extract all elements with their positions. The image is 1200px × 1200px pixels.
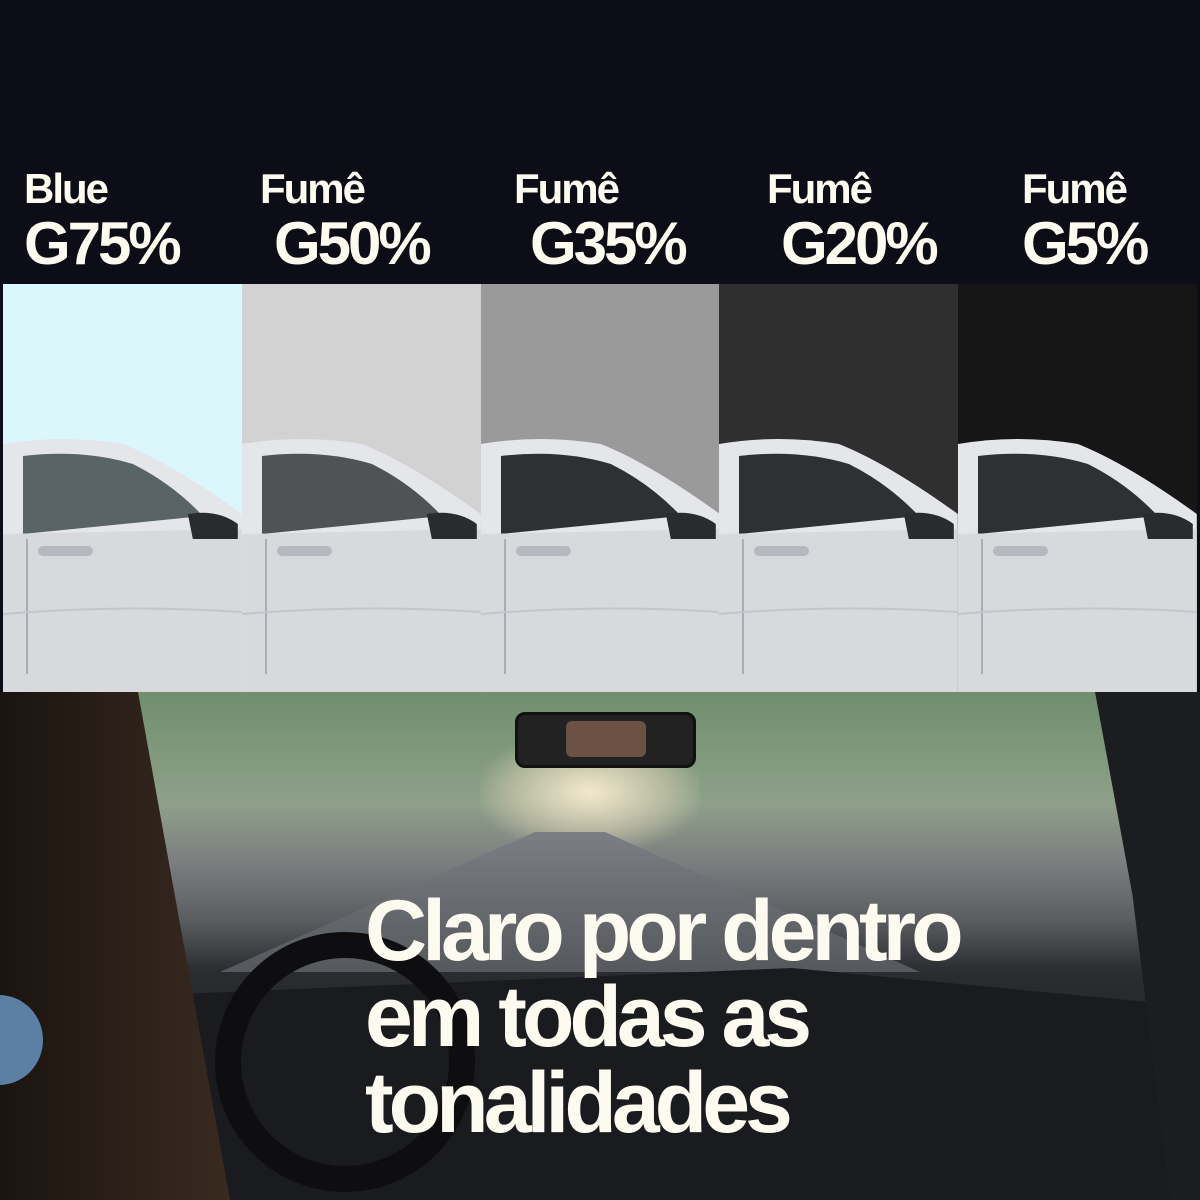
tint-type: Fumê: [767, 165, 873, 212]
headline: Claro por dentro em todas as tonalidades: [365, 883, 964, 1151]
tint-panel: [480, 284, 720, 692]
tint-panel: [958, 284, 1197, 692]
tint-label-g50: Fumê G50%: [260, 165, 432, 277]
tint-grade: G50%: [274, 210, 432, 277]
tint-panel: [719, 284, 959, 692]
tint-label-g75: Blue G75%: [24, 165, 182, 277]
car-door-illustration: [480, 439, 720, 692]
car-door-illustration: [719, 439, 959, 692]
tint-label-g20: Fumê G20%: [767, 165, 939, 277]
driver-silhouette: [0, 692, 230, 1200]
rearview-mirror: [515, 712, 696, 768]
mirror-reflection: [566, 721, 646, 757]
headline-line: em todas as: [365, 969, 812, 1065]
tint-panel: [241, 284, 481, 692]
car-door-illustration: [958, 439, 1197, 692]
headline-line: tonalidades: [365, 1055, 793, 1151]
tint-label-g5: Fumê G5%: [1022, 165, 1149, 277]
driver-interior-photo: [0, 692, 1200, 1200]
tint-label-g35: Fumê G35%: [514, 165, 688, 277]
tint-comparison-panels: [3, 284, 1197, 692]
tint-grade: G20%: [781, 210, 939, 277]
car-door-illustration: [241, 439, 481, 692]
tint-type: Fumê: [260, 165, 366, 212]
tint-labels: Blue G75% Fumê G50% Fumê G35% Fumê G20% Fumê…: [0, 168, 1200, 283]
tint-type: Blue: [24, 165, 109, 212]
headline-line: Claro por dentro: [365, 883, 964, 979]
tint-grade: G5%: [1022, 210, 1149, 277]
tint-panel: [3, 284, 242, 692]
car-door-illustration: [3, 439, 242, 692]
tint-type: Fumê: [514, 165, 620, 212]
tint-type: Fumê: [1022, 165, 1128, 212]
tint-grade: G35%: [530, 210, 688, 277]
tint-grade: G75%: [24, 210, 182, 277]
